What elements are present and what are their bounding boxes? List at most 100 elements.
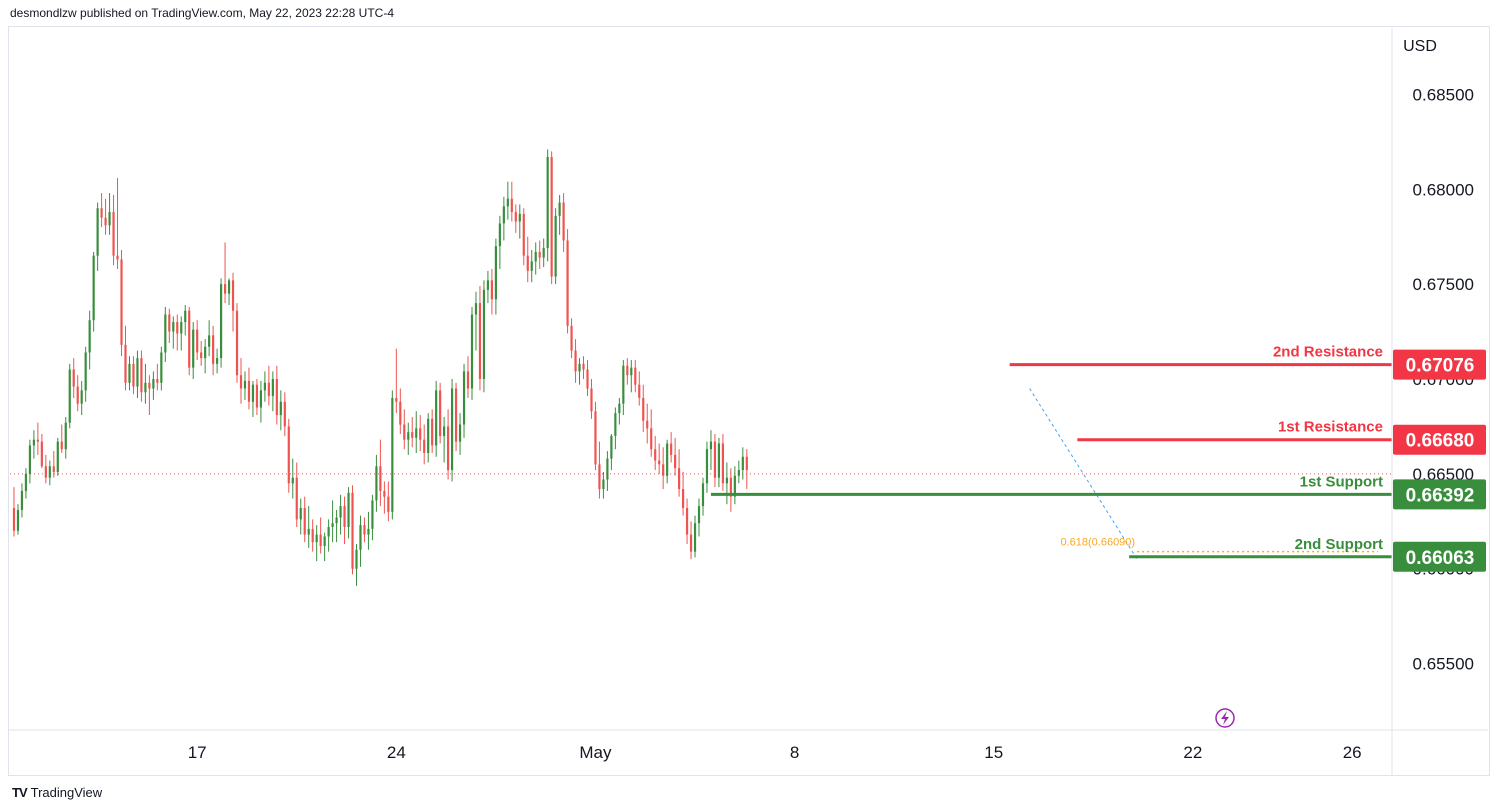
footer-brand[interactable]: TV TradingView — [12, 785, 102, 800]
candle-body — [741, 456, 744, 471]
candle-body — [307, 528, 310, 535]
candle-body — [681, 489, 685, 509]
candle-body — [658, 460, 661, 465]
candle-body — [263, 382, 266, 391]
level-price-label: 0.66680 — [1406, 431, 1475, 452]
candle-body — [44, 466, 47, 478]
x-tick-label: May — [579, 743, 612, 762]
candle-body — [415, 428, 418, 438]
level-price-badge — [1393, 424, 1486, 455]
candle-body — [32, 439, 35, 446]
candle-body — [630, 367, 633, 376]
candle-body — [180, 322, 183, 334]
x-tick-label: 8 — [790, 743, 799, 762]
candle-body — [570, 325, 573, 351]
lightning-icon — [1215, 708, 1235, 728]
candle-body — [411, 432, 414, 438]
candle-body — [697, 506, 701, 524]
candle-body — [530, 261, 533, 271]
candle-body — [383, 490, 386, 497]
level-name-label: 2nd Support — [1295, 536, 1383, 553]
candle-body — [462, 371, 466, 425]
fib-level-label: 0.618(0.66090) — [1060, 537, 1135, 549]
candle-body — [478, 303, 482, 379]
candle-body — [116, 255, 119, 260]
candle-body — [124, 344, 127, 383]
candle-body — [729, 477, 732, 497]
candle-body — [311, 528, 314, 543]
candle-body — [128, 363, 131, 383]
candle-body — [20, 490, 24, 510]
candle-body — [12, 508, 16, 531]
candle-body — [526, 255, 529, 271]
candle-body — [156, 379, 159, 383]
candle-body — [482, 289, 486, 379]
candle-body — [52, 466, 55, 472]
candle-body — [164, 314, 167, 353]
candle-body — [618, 403, 621, 414]
candle-body — [291, 477, 294, 484]
candle-body — [514, 212, 517, 222]
candle-body — [518, 213, 521, 222]
candle-body — [638, 384, 641, 398]
candle-body — [28, 445, 32, 474]
candle-body — [339, 506, 342, 518]
candle-body — [423, 439, 426, 453]
candle-body — [443, 426, 446, 436]
chart-panel[interactable] — [8, 26, 1490, 776]
candle-body — [371, 500, 374, 529]
candle-body — [216, 358, 219, 364]
candle-body — [427, 418, 430, 453]
candle-body — [56, 441, 59, 472]
candle-body — [522, 213, 525, 256]
candle-body — [705, 449, 709, 484]
candle-body — [654, 449, 657, 461]
candle-body — [204, 346, 207, 359]
candle-body — [407, 432, 410, 440]
candle-body — [16, 509, 20, 531]
candle-body — [60, 441, 63, 450]
candle-body — [375, 466, 378, 501]
candle-body — [562, 202, 565, 241]
candle-body — [112, 212, 115, 256]
candle-body — [299, 508, 302, 520]
candle-body — [626, 365, 629, 376]
candle-body — [279, 401, 282, 416]
candle-body — [701, 483, 705, 507]
candle-body — [335, 517, 338, 524]
candle-body — [295, 477, 298, 520]
candle-body — [351, 492, 354, 569]
candle-body — [140, 358, 143, 393]
candle-body — [578, 363, 581, 372]
candle-body — [219, 284, 223, 359]
candle-body — [419, 428, 422, 440]
candle-body — [498, 223, 501, 247]
levels: 0.618(0.66090) — [710, 363, 1392, 560]
y-tick-label: 0.68000 — [1413, 180, 1474, 199]
y-tick-label: 0.65500 — [1413, 655, 1474, 674]
candle-body — [108, 212, 111, 226]
candle-body — [80, 390, 83, 404]
candle-body — [92, 255, 95, 321]
candle-body — [247, 380, 251, 402]
candle-body — [287, 426, 290, 484]
lightning-bolt-icon — [1221, 711, 1229, 725]
level-labels: 2nd Resistance 0.67076 1st Resistance 0.666… — [1273, 344, 1486, 572]
level-name-label: 1st Support — [1300, 473, 1383, 490]
candle-body — [737, 470, 740, 476]
candle-body — [598, 464, 601, 490]
candle-body — [395, 397, 398, 402]
candle-body — [72, 369, 75, 387]
candle-body — [188, 310, 191, 368]
candle-body — [435, 390, 438, 446]
candle-body — [502, 206, 505, 224]
candle-body — [458, 424, 462, 442]
candle-body — [466, 371, 470, 389]
publisher-attribution: desmondlzw published on TradingView.com,… — [10, 6, 394, 20]
candle-body — [84, 352, 87, 391]
candle-body — [331, 523, 334, 527]
level-name-label: 2nd Resistance — [1273, 344, 1383, 361]
candle-body — [725, 477, 728, 484]
candle-body — [303, 508, 306, 535]
